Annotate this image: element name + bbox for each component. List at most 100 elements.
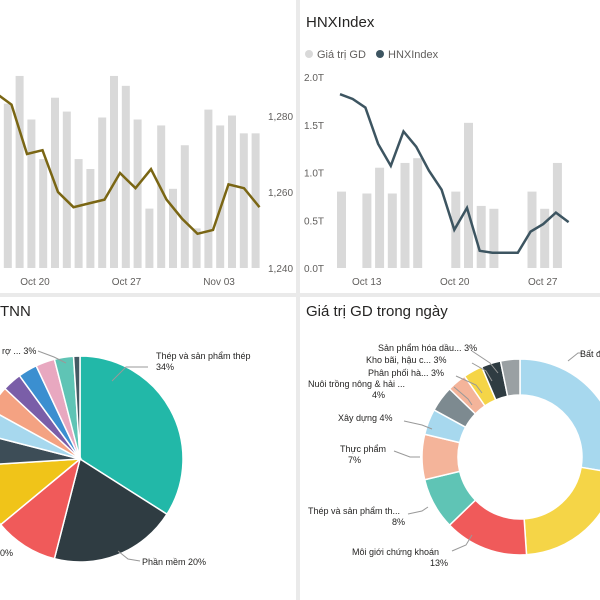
leader-line bbox=[455, 375, 483, 394]
leader-line bbox=[37, 350, 67, 364]
slice-label-nuoi-trong: Nuôi trồng nông & hải ... bbox=[308, 379, 405, 389]
bar bbox=[400, 162, 410, 268]
slice-label-moi-gioi-pct: 13% bbox=[430, 558, 448, 568]
legend-label-hnxindex: HNXIndex bbox=[388, 49, 439, 61]
y-tick-label: 1.5T bbox=[304, 121, 324, 132]
leader-line bbox=[567, 352, 582, 362]
y-tick-label: 1.0T bbox=[304, 169, 324, 180]
chart-top-right: Giá trị GD HNXIndex 2.0T 1.5T 1.0T 0.5T 0.0T Oc… bbox=[304, 49, 570, 288]
bar bbox=[387, 193, 397, 268]
bar bbox=[451, 191, 461, 268]
bar bbox=[98, 117, 107, 269]
bar bbox=[121, 85, 130, 268]
leader-line bbox=[403, 420, 433, 430]
pie-slice bbox=[523, 466, 600, 556]
legend-label-gia-tri-gd: Giá trị GD bbox=[317, 49, 366, 61]
bar bbox=[239, 133, 248, 268]
slice-label-left-bottom: 0% bbox=[0, 548, 13, 558]
bar bbox=[62, 111, 71, 268]
pie-slice bbox=[499, 358, 521, 398]
slice-label-left-top: rợ ... 3% bbox=[2, 346, 36, 356]
x-tick-label: Oct 20 bbox=[440, 277, 470, 288]
bar bbox=[204, 109, 213, 268]
slice-label-san-pham-hoa-dau: Sản phẩm hóa dầu... 3% bbox=[378, 343, 477, 353]
x-tick-label: Oct 27 bbox=[528, 277, 558, 288]
bar bbox=[169, 188, 177, 268]
bar bbox=[15, 75, 24, 268]
pie-slice bbox=[0, 458, 83, 526]
bar bbox=[145, 208, 154, 268]
leader-line bbox=[471, 350, 499, 374]
panel-top-right: HNXIndex Giá trị GD HNXIndex 2.0T 1.5T 1.0T 0… bbox=[300, 0, 600, 293]
bar bbox=[540, 208, 550, 268]
bar bbox=[489, 208, 499, 268]
x-tick-label: Oct 20 bbox=[20, 277, 50, 288]
bar bbox=[74, 159, 83, 268]
leader-line bbox=[471, 362, 493, 382]
bar bbox=[86, 169, 95, 268]
y-tick-label: 2.0T bbox=[304, 73, 324, 84]
pie-slice bbox=[0, 414, 81, 460]
slice-label-phan-mem: Phần mềm 20% bbox=[142, 557, 206, 567]
slice-label-phan-phoi: Phân phối hà... 3% bbox=[368, 368, 444, 378]
leader-line bbox=[407, 506, 429, 515]
legend-swatch-gia-tri-gd bbox=[305, 50, 313, 58]
slice-label-moi-gioi: Môi giới chứng khoán bbox=[352, 547, 439, 557]
index-line bbox=[0, 94, 261, 236]
pie-slice bbox=[53, 457, 169, 563]
panel-bottom-left: TNN Thép và sản phẩm thép 34% Phần mềm 20%… bbox=[0, 297, 296, 600]
pie-slice bbox=[72, 355, 81, 460]
leader-line bbox=[111, 366, 148, 382]
slice-label-nuoi-trong-pct: 4% bbox=[372, 390, 385, 400]
bar bbox=[192, 228, 201, 268]
bar bbox=[413, 158, 423, 268]
x-tick-label: Oct 27 bbox=[112, 277, 142, 288]
leader-line bbox=[453, 386, 473, 406]
pie-slice bbox=[519, 358, 600, 472]
bar bbox=[180, 145, 189, 268]
y2-tick-label: 1,280 bbox=[268, 112, 293, 123]
x-tick-label: Nov 03 bbox=[203, 277, 235, 288]
slice-label-thep-pct: 34% bbox=[156, 362, 174, 372]
slice-label-thep: Thép và sản phẩm th... bbox=[308, 506, 400, 516]
bar bbox=[552, 162, 562, 268]
y2-tick-label: 1,240 bbox=[268, 264, 293, 275]
bar bbox=[228, 115, 236, 268]
bar bbox=[39, 159, 48, 268]
bar bbox=[464, 122, 473, 268]
y2-tick-label: 1,260 bbox=[268, 188, 293, 199]
slice-label-thuc-pham-pct: 7% bbox=[348, 455, 361, 465]
chart-title-gia-tri-gd: Giá trị GD trong ngày bbox=[306, 303, 448, 320]
leader-line bbox=[117, 550, 141, 562]
chart-top-left: 1,280 1,260 1,240 Oct 20 Oct 27 Nov 03 bbox=[0, 75, 293, 288]
bar bbox=[133, 119, 142, 268]
bar bbox=[337, 191, 346, 268]
bar bbox=[375, 167, 385, 268]
bar bbox=[3, 103, 12, 268]
slice-label-bat-dong-san: Bất đ bbox=[580, 349, 600, 359]
bar bbox=[157, 125, 166, 268]
x-tick-label: Oct 13 bbox=[352, 277, 382, 288]
hnxindex-line bbox=[339, 93, 570, 254]
bar bbox=[476, 205, 486, 268]
chart-title-hnxindex: HNXIndex bbox=[306, 14, 375, 31]
slice-label-xay-dung: Xây dựng 4% bbox=[338, 413, 393, 423]
slice-label-thuc-pham: Thực phẩm bbox=[340, 444, 386, 454]
y-tick-label: 0.0T bbox=[304, 264, 324, 275]
pie-slice bbox=[0, 437, 81, 465]
bar bbox=[362, 193, 372, 268]
slice-label-thep: Thép và sản phẩm thép bbox=[156, 351, 251, 361]
chart-bottom-right: Sản phẩm hóa dầu... 3% Kho bãi, hậu c... … bbox=[308, 343, 600, 568]
bar bbox=[27, 119, 36, 268]
panel-top-left: 1,280 1,260 1,240 Oct 20 Oct 27 Nov 03 bbox=[0, 0, 296, 293]
legend-swatch-hnxindex bbox=[376, 50, 384, 58]
chart-title-tnn: TNN bbox=[0, 303, 31, 320]
panel-bottom-right: Giá trị GD trong ngày Sản phẩm hóa dầu..… bbox=[300, 297, 600, 600]
slice-label-thep-pct: 8% bbox=[392, 517, 405, 527]
y-tick-label: 0.5T bbox=[304, 216, 324, 227]
bar bbox=[110, 75, 118, 268]
leader-line bbox=[451, 534, 473, 552]
leader-line bbox=[393, 450, 420, 458]
slice-label-kho-bai: Kho bãi, hậu c... 3% bbox=[366, 355, 447, 365]
